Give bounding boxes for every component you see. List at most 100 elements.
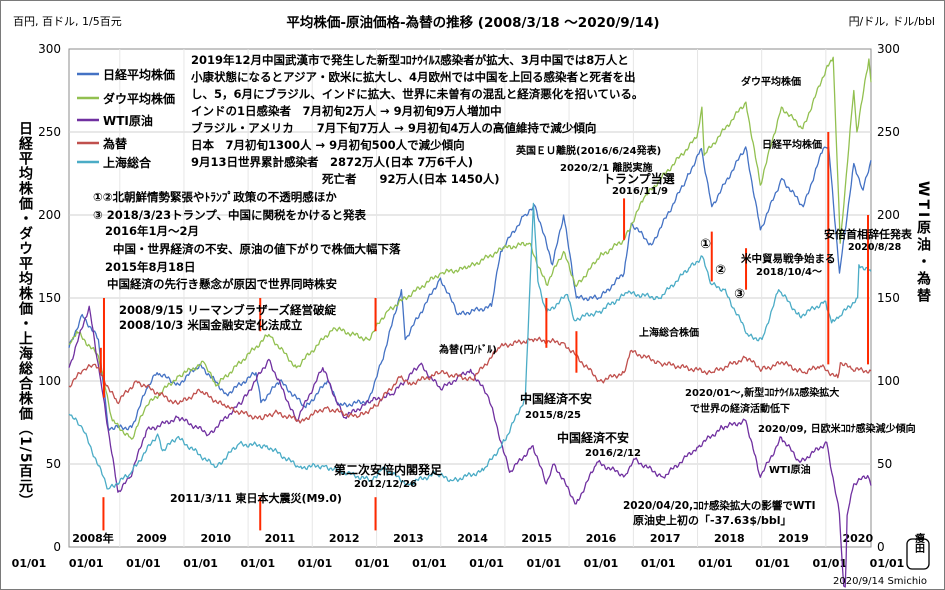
covid-note-line: ブラジル・アメリカ 7月下旬7万人 → 9月初旬4万人の高値維持で減少傾向 [191, 121, 596, 135]
year-label: 2014 [457, 532, 488, 545]
series-line-1 [68, 56, 872, 440]
event-label: 第二次安倍内閣発足 [334, 462, 442, 477]
x-tick-label: 01/01 [526, 557, 561, 570]
covid-note-line: 2019年12月中国武漢市で発生した新型ｺﾛﾅｳｲﾙｽ感染者が拡大、3月中国では… [191, 53, 629, 67]
callout-nikkei: 日経平均株価 [762, 138, 822, 151]
covid-note-line: 小康状態になるとアジア・欧米に拡大し、4月欧州では中国を上回る感染者と死者を出 [190, 70, 636, 84]
covid-note-line: 9月13日世界累計感染者 2872万人(日本 7万6千人) [191, 155, 473, 169]
callout-dow: ダウ平均株価 [741, 75, 801, 88]
legend-label-nikkei: 日経平均株価 [103, 67, 175, 82]
y-right-title: WTI原油・為替 [915, 181, 932, 305]
covid-note-line: 死亡者 92万人(日本 1450人) [322, 172, 500, 186]
event-label: 2011/3/11 東日本大震災(M9.0) [170, 491, 342, 505]
series-line-3 [68, 336, 872, 424]
x-tick-label: 01/01 [870, 557, 905, 570]
x-tick-label: 01/01 [126, 557, 161, 570]
y-right-tick-label: 0 [877, 540, 885, 554]
y-right-tick-label: 200 [877, 208, 900, 222]
x-tick-label: 01/01 [183, 557, 218, 570]
x-tick-label: 01/01 [240, 557, 275, 570]
y-right-tick-label: 150 [877, 291, 900, 305]
event-label: 2020/2/1 離脱実施 [560, 161, 653, 174]
year-label: 2010 [200, 532, 231, 545]
x-axis: 2008年 2009 2010 2011 2012 2013 2014 2015 2016 201… [12, 531, 905, 570]
event-label: 中国経済不安 [557, 430, 629, 445]
history-notes: ①②北朝鮮情勢緊張やﾄﾗﾝﾌﾟ政策の不透明感ほか ③ 2018/3/23トランプ… [93, 190, 401, 332]
year-label: 2011 [265, 532, 296, 545]
y-left-tick-label: 50 [46, 457, 61, 471]
x-tick-label: 01/01 [298, 557, 333, 570]
y-left-tick-label: 0 [53, 540, 61, 554]
circle-marker-2: ② [715, 263, 726, 278]
covid-note-line: 日本 7月初旬1300人 → 9月初旬500人で減少傾向 [191, 138, 465, 152]
x-tick-label: 01/01 [12, 557, 47, 570]
y-axes: 0 0 50 50 100 100 150 150 200 200 250 250 300 300 [38, 42, 900, 554]
event-label: 安倍首相辞任発表 [824, 227, 913, 241]
note-line: 2016年1月～2月 [105, 224, 199, 238]
callout-shanghai: 上海総合株価 [639, 326, 699, 339]
x-tick-label: 01/01 [355, 557, 390, 570]
note-line: 中国経済の先行き懸念が原因で世界同時株安 [107, 277, 337, 291]
y-right-tick-label: 100 [877, 374, 900, 388]
y-left-tick-label: 150 [38, 291, 61, 305]
circle-marker-3: ③ [734, 287, 745, 302]
year-label: 2009 [136, 532, 167, 545]
y-left-tick-label: 250 [38, 125, 61, 139]
unit-right-label: 円/ドル, ドル/bbl [849, 15, 935, 28]
event-label: 2016/2/12 [585, 448, 641, 459]
event-label: 2020/09, 日欧米ｺﾛﾅ感染減少傾向 [758, 422, 916, 435]
note-line: ③ 2018/3/23トランプ、中国に関税をかけると発表 [93, 208, 366, 222]
series-line-0 [68, 146, 872, 431]
y-right-tick-label: 250 [877, 125, 900, 139]
event-labels: 2011/3/11 東日本大震災(M9.0) 第二次安倍内閣発足 2012/12… [170, 144, 916, 527]
unit-left-label: 百円, 百ドル, 1/5百元 [13, 15, 122, 28]
legend-label-dow: ダウ平均株価 [103, 91, 175, 106]
seal-stamp: 瘦田 [906, 532, 930, 570]
x-tick-label: 01/01 [641, 557, 676, 570]
y-left-tick-label: 200 [38, 208, 61, 222]
covid-note: 2019年12月中国武漢市で発生した新型ｺﾛﾅｳｲﾙｽ感染者が拡大、3月中国では… [190, 53, 643, 186]
event-label: 2015/8/25 [525, 410, 581, 421]
covid-note-line: インドの1日感染者 7月初旬2万人 → 9月初旬9万人増加中 [191, 104, 502, 118]
year-label: 2015 [521, 532, 552, 545]
year-label: 2017 [650, 532, 681, 545]
x-tick-label: 01/01 [755, 557, 790, 570]
note-line: 中国・世界経済の不安、原油の値下がりで株価大幅下落 [113, 242, 401, 256]
legend-label-fx: 為替 [103, 136, 128, 151]
note-line: 2008/9/15 リーマンブラザーズ経営破綻 [119, 303, 336, 317]
y-left-title: 日経平均株価・ダウ平均株価・上海総合株価（1/5百元） [17, 121, 34, 509]
event-label: 2020/01～,新型ｺﾛﾅｳｲﾙｽ感染拡大 [685, 386, 839, 399]
series-callouts: ダウ平均株価 日経平均株価 上海総合株価 為替(円/ﾄﾞﾙ) WTI原油 ① ②… [438, 75, 822, 476]
circle-marker-1: ① [700, 237, 711, 252]
x-tick-label: 01/01 [812, 557, 847, 570]
event-label: 2020/04/20,ｺﾛﾅ感染拡大の影響でWTI [623, 499, 816, 512]
event-arrows [99, 132, 870, 531]
event-label: トランプ当選 [603, 171, 675, 186]
year-label: 2012 [329, 532, 360, 545]
series-line-4 [68, 202, 872, 490]
x-tick-label: 01/01 [469, 557, 504, 570]
chart-title: 平均株価-原油価格-為替の推移 (2008/3/18 ～2020/9/14) [286, 14, 659, 31]
y-left-tick-label: 300 [38, 42, 61, 56]
event-label: で世界の経済活動低下 [690, 402, 790, 415]
x-tick-label: 01/01 [69, 557, 104, 570]
note-line: 2015年8月18日 [105, 260, 196, 274]
y-right-tick-label: 300 [877, 42, 900, 56]
y-right-tick-label: 50 [877, 457, 892, 471]
legend-label-wti: WTI原油 [103, 113, 153, 128]
year-label: 2018 [714, 532, 745, 545]
callout-wti: WTI原油 [769, 463, 811, 476]
x-tick-label: 01/01 [584, 557, 619, 570]
event-label: 中国経済不安 [520, 391, 592, 406]
series-line-2 [68, 305, 872, 588]
covid-note-line: し、5，6月にブラジル、インドに拡大、世界に未曽有の混乱と経済悪化を招いている。 [191, 87, 643, 101]
series-lines [68, 56, 872, 588]
callout-fx: 為替(円/ﾄﾞﾙ) [438, 343, 497, 356]
event-label: 2012/12/26 [354, 479, 417, 490]
x-tick-label: 01/01 [698, 557, 733, 570]
credit-label: 2020/9/14 Smichio [833, 576, 927, 587]
legend-label-shanghai: 上海総合 [103, 155, 152, 170]
note-line: 2008/10/3 米国金融安定化法成立 [119, 318, 303, 332]
event-label: 2016/11/9 [612, 186, 668, 197]
